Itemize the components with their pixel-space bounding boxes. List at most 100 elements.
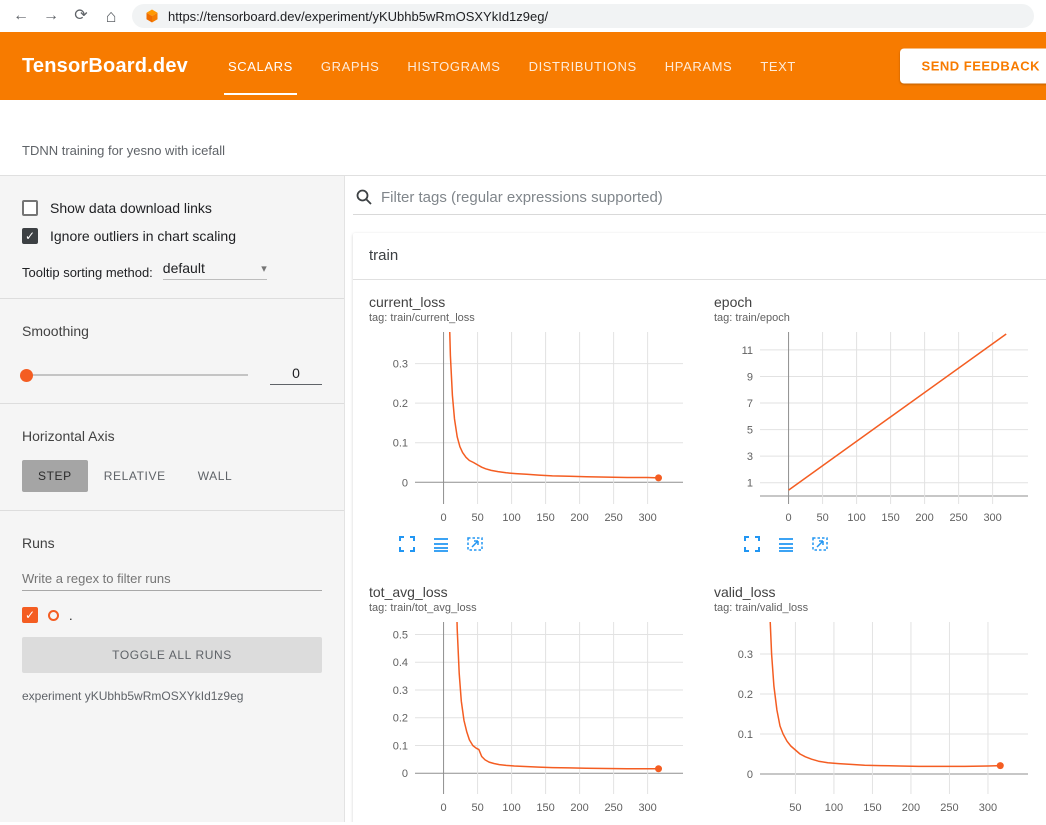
svg-text:0: 0 [441,512,447,524]
svg-text:200: 200 [570,512,588,524]
log-scale-icon[interactable] [776,534,796,554]
svg-text:0: 0 [402,477,408,489]
line-chart[interactable]: 1357911050100150200250300 [714,328,1032,530]
expand-chart-icon[interactable] [742,534,762,554]
ignore-outliers-checkbox[interactable]: ✓ [22,228,38,244]
svg-text:0: 0 [786,512,792,524]
chart-tag: tag: train/tot_avg_loss [369,602,699,614]
chart-actions [714,534,1044,554]
tooltip-sorting-dropdown[interactable]: default ▾ [163,260,267,280]
chart-tag: tag: train/current_loss [369,312,699,324]
tab-graphs[interactable]: GRAPHS [307,32,394,100]
home-icon[interactable]: ⌂ [102,7,120,25]
experiment-description-row: TDNN training for yesno with icefall [0,100,1046,176]
forward-icon[interactable]: → [42,8,60,24]
chart-title: current_loss [369,294,699,310]
svg-text:7: 7 [747,398,753,410]
haxis-step-button[interactable]: STEP [22,460,88,492]
smoothing-slider[interactable] [22,374,248,376]
run-color-swatch-icon [48,610,59,621]
svg-text:150: 150 [863,802,881,814]
line-chart[interactable]: 00.10.20.3050100150200250300 [369,328,687,530]
app-header: TensorBoard.dev SCALARS GRAPHS HISTOGRAM… [0,32,1046,100]
fit-domain-icon[interactable] [810,534,830,554]
tag-group-header[interactable]: train [353,233,1046,280]
svg-text:11: 11 [742,345,753,357]
svg-text:0: 0 [402,768,408,780]
toggle-all-runs-button[interactable]: TOGGLE ALL RUNS [22,637,322,673]
tooltip-sorting-value: default [163,260,205,276]
svg-text:200: 200 [902,802,920,814]
chart-card-epoch: epoch tag: train/epoch 13579110501001502… [714,294,1044,554]
tab-histograms[interactable]: HISTOGRAMS [393,32,514,100]
divider [0,403,344,404]
svg-text:150: 150 [536,512,554,524]
tag-filter-input[interactable] [381,189,1046,206]
divider [0,298,344,299]
chevron-down-icon: ▾ [261,262,267,275]
expand-chart-icon[interactable] [397,534,417,554]
tooltip-sorting-label: Tooltip sorting method: [22,265,153,280]
app-logo[interactable]: TensorBoard.dev [22,55,188,78]
fit-domain-icon[interactable] [465,534,485,554]
svg-text:0.2: 0.2 [738,689,753,701]
show-download-links-row[interactable]: Show data download links [22,200,322,216]
svg-text:0.4: 0.4 [393,657,408,669]
smoothing-row: 0 [22,365,322,385]
log-scale-icon[interactable] [431,534,451,554]
smoothing-value-input[interactable]: 0 [270,365,322,385]
chart-actions [369,534,699,554]
svg-text:5: 5 [747,425,753,437]
tag-filter-row [353,186,1046,215]
svg-text:250: 250 [949,512,967,524]
svg-text:150: 150 [881,512,899,524]
chart-card-valid-loss: valid_loss tag: train/valid_loss 00.10.2… [714,584,1044,822]
svg-text:100: 100 [825,802,843,814]
haxis-relative-button[interactable]: RELATIVE [88,460,182,492]
show-download-links-checkbox[interactable] [22,200,38,216]
tab-distributions[interactable]: DISTRIBUTIONS [515,32,651,100]
svg-text:9: 9 [747,371,753,383]
back-icon[interactable]: ← [12,8,30,24]
horizontal-axis-label: Horizontal Axis [22,428,322,444]
chart-title: epoch [714,294,1044,310]
line-chart[interactable]: 00.10.20.350100150200250300 [714,618,1032,820]
svg-text:1: 1 [747,478,753,490]
address-bar[interactable]: https://tensorboard.dev/experiment/yKUbh… [132,4,1034,28]
tab-hparams[interactable]: HPARAMS [651,32,747,100]
tab-text[interactable]: TEXT [746,32,810,100]
svg-text:300: 300 [638,512,656,524]
svg-text:0.2: 0.2 [393,713,408,725]
svg-text:0.3: 0.3 [393,685,408,697]
svg-text:50: 50 [816,512,828,524]
reload-icon[interactable]: ⟳ [72,8,90,24]
tag-group-card: train current_loss tag: train/current_lo… [353,233,1046,822]
run-checkbox[interactable]: ✓ [22,607,38,623]
svg-text:300: 300 [638,802,656,814]
svg-text:250: 250 [940,802,958,814]
svg-text:200: 200 [915,512,933,524]
tab-scalars[interactable]: SCALARS [214,32,307,100]
run-name: . [69,608,73,623]
run-list-item[interactable]: ✓ . [22,607,322,623]
send-feedback-button[interactable]: SEND FEEDBACK [900,49,1046,84]
chart-title: valid_loss [714,584,1044,600]
tooltip-sorting-row: Tooltip sorting method: default ▾ [22,260,322,280]
svg-text:0.1: 0.1 [393,740,408,752]
svg-text:100: 100 [502,802,520,814]
tensorboard-favicon [144,8,160,24]
smoothing-slider-thumb[interactable] [20,369,33,382]
smoothing-label: Smoothing [22,323,322,339]
svg-text:0.5: 0.5 [393,629,408,641]
line-chart[interactable]: 00.10.20.30.40.5050100150200250300 [369,618,687,820]
ignore-outliers-label: Ignore outliers in chart scaling [50,228,236,244]
haxis-wall-button[interactable]: WALL [182,460,249,492]
chart-tag: tag: train/valid_loss [714,602,1044,614]
divider [0,510,344,511]
ignore-outliers-row[interactable]: ✓ Ignore outliers in chart scaling [22,228,322,244]
top-nav-tabs: SCALARS GRAPHS HISTOGRAMS DISTRIBUTIONS … [214,32,810,100]
svg-text:100: 100 [847,512,865,524]
runs-label: Runs [22,535,322,551]
runs-filter-input[interactable] [22,567,322,591]
svg-text:50: 50 [471,512,483,524]
